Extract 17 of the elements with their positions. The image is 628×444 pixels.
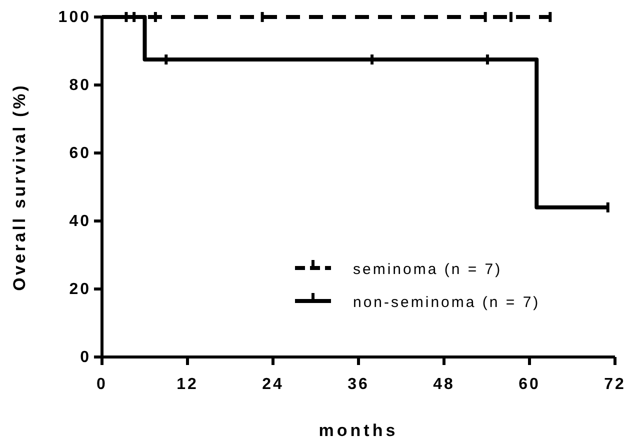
x-tick-label: 60 <box>518 376 540 393</box>
y-tick-label: 0 <box>80 349 91 366</box>
x-tick-label: 36 <box>348 376 370 393</box>
y-tick-label: 60 <box>69 145 91 162</box>
x-tick-label: 0 <box>96 376 108 393</box>
x-tick-label: 24 <box>262 376 284 393</box>
y-axis-title: Overall survival (%) <box>10 83 29 291</box>
x-tick-label: 48 <box>433 376 455 393</box>
x-tick-label: 12 <box>176 376 198 393</box>
legend-label: seminoma (n = 7) <box>353 261 502 278</box>
x-axis-title: months <box>318 421 398 440</box>
y-tick-label: 100 <box>58 9 91 26</box>
legend-label: non-seminoma (n = 7) <box>353 294 540 311</box>
y-tick-label: 80 <box>69 77 91 94</box>
y-tick-label: 40 <box>69 213 91 230</box>
y-tick-label: 20 <box>69 281 91 298</box>
x-tick-label: 72 <box>604 376 626 393</box>
